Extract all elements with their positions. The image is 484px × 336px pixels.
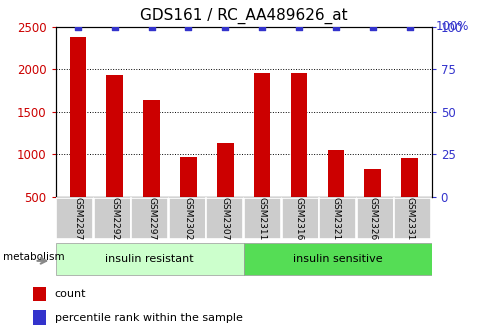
Point [111, 24, 119, 30]
Bar [290, 73, 307, 239]
Text: insulin sensitive: insulin sensitive [292, 254, 382, 264]
Point [148, 24, 155, 30]
FancyBboxPatch shape [243, 198, 280, 239]
Text: percentile rank within the sample: percentile rank within the sample [55, 312, 242, 323]
Title: GDS161 / RC_AA489626_at: GDS161 / RC_AA489626_at [139, 8, 347, 24]
FancyBboxPatch shape [56, 198, 93, 239]
FancyBboxPatch shape [281, 198, 318, 239]
Bar [69, 37, 86, 239]
Bar [327, 150, 344, 239]
Bar [180, 157, 197, 239]
FancyBboxPatch shape [356, 198, 393, 239]
FancyBboxPatch shape [56, 243, 243, 276]
Text: 100%: 100% [435, 20, 468, 33]
Text: count: count [55, 289, 86, 299]
Point [405, 24, 412, 30]
Text: GSM2302: GSM2302 [183, 197, 193, 240]
Text: GSM2292: GSM2292 [110, 197, 119, 240]
Bar [106, 75, 123, 239]
Text: GSM2321: GSM2321 [331, 197, 340, 240]
Text: insulin resistant: insulin resistant [105, 254, 194, 264]
Text: GSM2297: GSM2297 [147, 197, 156, 240]
FancyBboxPatch shape [206, 198, 243, 239]
FancyBboxPatch shape [131, 198, 168, 239]
Bar [143, 100, 160, 239]
Bar [216, 143, 233, 239]
Point [294, 24, 302, 30]
Bar [253, 73, 270, 239]
FancyBboxPatch shape [243, 243, 431, 276]
Text: GSM2326: GSM2326 [367, 197, 377, 240]
Point [257, 24, 265, 30]
Text: GSM2331: GSM2331 [404, 197, 413, 241]
Text: metabolism: metabolism [3, 252, 64, 262]
Bar [33, 287, 46, 301]
FancyBboxPatch shape [393, 198, 430, 239]
Point [184, 24, 192, 30]
FancyBboxPatch shape [168, 198, 205, 239]
Bar [363, 169, 380, 239]
FancyBboxPatch shape [318, 198, 355, 239]
Point [368, 24, 376, 30]
Point [331, 24, 339, 30]
Point [221, 24, 229, 30]
Text: GSM2307: GSM2307 [220, 197, 229, 241]
Bar [400, 158, 417, 239]
Text: GSM2287: GSM2287 [73, 197, 82, 240]
Text: GSM2311: GSM2311 [257, 197, 266, 241]
Bar [33, 310, 46, 325]
Text: GSM2316: GSM2316 [294, 197, 303, 241]
FancyBboxPatch shape [93, 198, 130, 239]
Point [74, 24, 82, 30]
